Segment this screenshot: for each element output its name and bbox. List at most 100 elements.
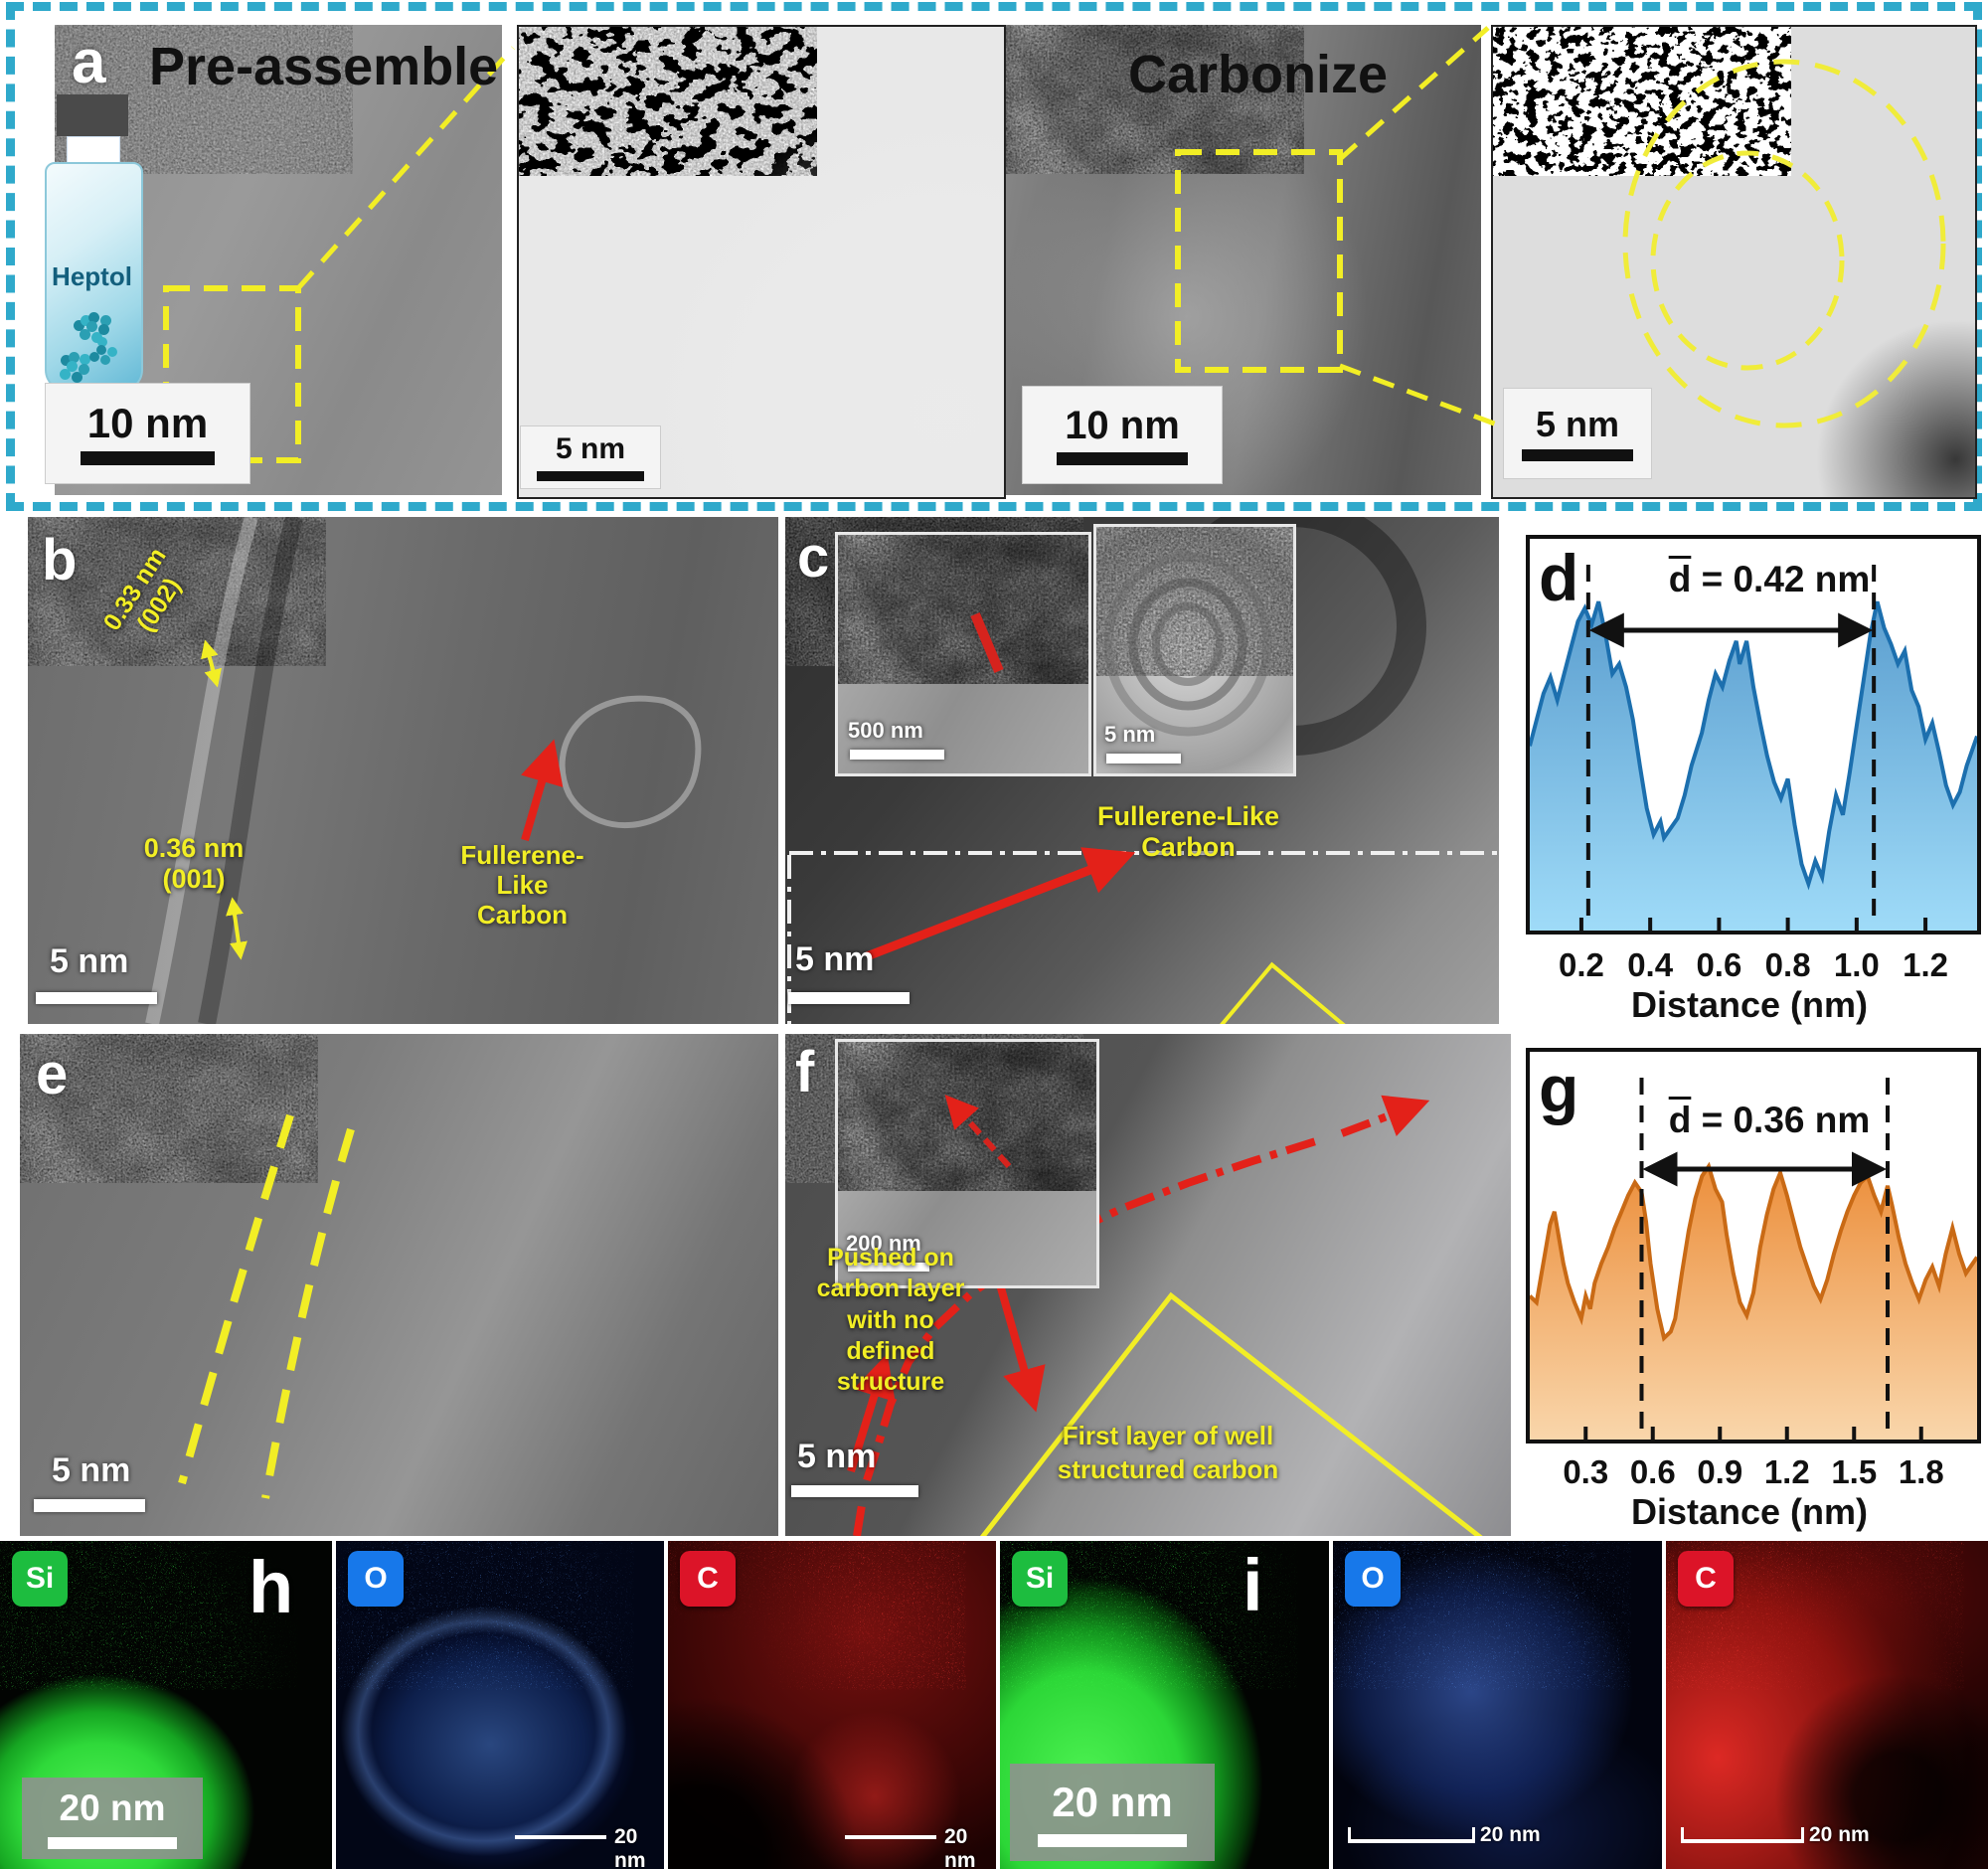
annotation-line: Carbon	[477, 899, 568, 930]
onion-shell	[1152, 602, 1224, 686]
tem-inset-fullerene: 5 nm	[1093, 524, 1296, 776]
element-badge-o: O	[1345, 1551, 1401, 1607]
annotation-line: Fullerene-Like	[460, 840, 584, 900]
line-profile-chart-g: g d = 0.36 nm 0.3 0.6 0.9 1.2 1.5 1.8 Distanc…	[1511, 1034, 1988, 1539]
panel-label-c: c	[797, 525, 830, 590]
d-spacing-symbol: d	[1668, 1100, 1692, 1140]
profile-area	[1530, 601, 1977, 931]
scalebar-label: 10 nm	[1065, 403, 1180, 447]
spacing-value: 0.36 nm	[143, 833, 245, 863]
annotation-line: structured carbon	[1057, 1453, 1279, 1484]
scalebar-line	[1057, 451, 1188, 465]
x-axis-ticks: 0.3 0.6 0.9 1.2 1.5 1.8	[1511, 1445, 1988, 1491]
line-profile-chart-d: d d = 0.42 nm 0.2 0.4 0.6 0.8 1.0 1.2 Distanc…	[1511, 517, 1988, 1030]
first-layer-annotation: First layer of well structured carbon	[1049, 1420, 1287, 1487]
scalebar-label: 20 nm	[1480, 1823, 1541, 1846]
scalebar-line	[1681, 1827, 1804, 1843]
element-badge-c: C	[680, 1551, 736, 1607]
layer-boundary-dashed-curve	[178, 1113, 294, 1485]
scalebar-line	[1348, 1827, 1475, 1843]
scalebar-box: 10 nm	[1022, 386, 1223, 484]
x-axis-label: Distance (nm)	[1630, 984, 1869, 1025]
interface-dashdot-arrow	[1340, 1095, 1430, 1137]
panel-label-d: d	[1539, 541, 1579, 614]
x-axis-label: Distance (nm)	[1630, 1491, 1869, 1532]
profile-line	[1530, 1161, 1977, 1342]
d-spacing-value: = 0.42 nm	[1691, 559, 1871, 599]
scalebar-label: 5 nm	[52, 1451, 131, 1489]
axis-tick-label: 0.2	[1558, 946, 1604, 983]
onion-shell	[1103, 552, 1272, 737]
axis-tick-label: 0.9	[1697, 1453, 1743, 1490]
scalebar-label: 500 nm	[848, 718, 923, 743]
scalebar-label: 5 nm	[1535, 403, 1620, 444]
vial-label: Heptol	[52, 261, 132, 291]
fullerene-arrow	[865, 847, 1136, 961]
panel-label-f: f	[795, 1040, 815, 1104]
profile-region-diamond	[943, 961, 1499, 1024]
scalebar-line	[48, 1837, 177, 1849]
panel-label-g: g	[1539, 1052, 1579, 1125]
annotation-line: structure	[836, 1368, 945, 1396]
layer-boundary-dashed-curve	[261, 1127, 355, 1499]
vial-neck	[67, 136, 120, 164]
scalebar-line	[36, 992, 157, 1004]
scalebar-label: 20 nm	[614, 1825, 646, 1869]
pushed-layer-annotation: Pushed on carbon layer with no defined s…	[807, 1243, 974, 1398]
scalebar-line	[1038, 1833, 1187, 1847]
axis-tick-label: 1.8	[1898, 1453, 1944, 1490]
profile-plot	[1530, 1078, 1977, 1440]
scalebar-label: 20 nm	[1052, 1778, 1173, 1825]
scalebar-box: 20 nm	[1010, 1764, 1215, 1861]
scalebar-line	[850, 750, 944, 760]
axis-tick-label: 1.5	[1831, 1453, 1878, 1490]
vial-cap	[57, 94, 128, 136]
axis-tick-label: 0.8	[1764, 946, 1811, 983]
scalebar-box: 5 nm	[1503, 388, 1652, 479]
x-axis-ticks: 0.2 0.4 0.6 0.8 1.0 1.2	[1511, 938, 1988, 984]
spacing-arrows-001	[226, 897, 248, 960]
eds-map-h-c: C 20 nm	[668, 1541, 996, 1869]
axis-tick-label: 0.6	[1629, 1453, 1676, 1490]
scalebar-label: 20 nm	[1809, 1823, 1870, 1846]
molecule-cluster-icon	[86, 321, 97, 332]
scalebar-box: 20 nm	[22, 1778, 203, 1859]
tem-image-e	[20, 1034, 778, 1536]
scalebar-line	[845, 1835, 936, 1839]
chart-frame	[1526, 535, 1981, 934]
eds-map-i-si: Si i 20 nm	[1000, 1541, 1329, 1869]
panel-a-title-carbonize: Carbonize	[1128, 45, 1389, 104]
annotation-arrow	[996, 1282, 1046, 1413]
annotation-line: with no defined	[846, 1305, 935, 1365]
panel-label-i: i	[1242, 1544, 1263, 1626]
plane-index: (001)	[162, 864, 226, 895]
panel-label-h: h	[248, 1546, 294, 1628]
onion-shell	[1128, 578, 1247, 711]
scalebar-line	[848, 1263, 929, 1272]
scalebar-line	[1522, 448, 1633, 461]
profile-plot	[1530, 565, 1977, 931]
fullerene-arrow	[521, 739, 564, 842]
axis-tick-label: 1.2	[1763, 1453, 1810, 1490]
chart-title: d = 0.36 nm	[1600, 1100, 1938, 1141]
scalebar-label: 5 nm	[797, 1438, 877, 1475]
scalebar-label: 5 nm	[555, 431, 626, 465]
eds-map-h-si: Si h 20 nm	[0, 1541, 332, 1869]
annotation-line: Pushed on	[827, 1244, 954, 1272]
scalebar-line	[791, 1485, 918, 1497]
scalebar-label: 200 nm	[846, 1231, 921, 1256]
scalebar-line	[788, 992, 910, 1004]
molecule-cluster-icon	[96, 345, 106, 355]
chart-frame	[1526, 1048, 1981, 1444]
tem-inset-overview: 500 nm	[835, 532, 1091, 776]
molecule-cluster-icon	[67, 361, 78, 372]
eds-map-i-c: C 20 nm	[1666, 1541, 1988, 1869]
d-spacing-value: = 0.36 nm	[1691, 1100, 1871, 1140]
element-badge-si: Si	[1012, 1551, 1068, 1607]
panel-a-title-preassemble: Pre-assemble	[149, 37, 499, 96]
fullerene-shell-highlight	[559, 695, 702, 829]
eds-map-i-o: O 20 nm	[1333, 1541, 1662, 1869]
scalebar-line	[81, 450, 215, 465]
axis-tick-label: 1.2	[1903, 946, 1948, 983]
annotation-line: Fullerene-Like	[1096, 801, 1280, 831]
